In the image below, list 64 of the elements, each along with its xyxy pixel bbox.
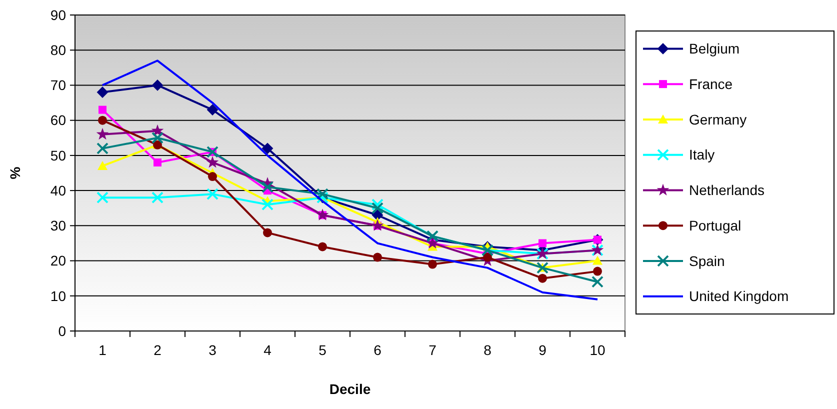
x-tick-label: 3 [208,342,217,358]
point [316,188,328,200]
legend-label: Spain [689,252,725,269]
y-tick-label: 80 [50,42,66,58]
point [96,142,108,154]
x-tick-label: 7 [428,342,437,358]
legend-label: Belgium [689,40,740,57]
y-tick-label: 0 [58,322,66,339]
legend-label: France [689,76,733,92]
y-tick-label: 60 [50,112,66,128]
point [98,116,107,125]
point [428,260,437,269]
point [372,198,384,211]
x-tick-label: 6 [374,342,382,358]
legend-label: Netherlands [689,182,764,198]
y-tick-label: 70 [50,77,66,94]
x-tick-label: 5 [318,342,327,358]
y-tick-label: 50 [50,147,66,164]
point [373,252,382,262]
point [206,188,218,200]
point [154,158,162,166]
legend-label: Italy [689,146,715,163]
point [206,156,219,168]
point [96,192,108,204]
line-series [102,60,598,300]
point [263,228,272,238]
point [483,252,492,262]
point [207,104,218,116]
point [262,181,274,194]
x-axis-title: Decile [329,381,371,397]
x-tick-label: 2 [154,342,162,358]
y-tick-label: 40 [50,182,66,198]
point [152,192,164,204]
y-tick-label: 30 [50,218,66,234]
point [96,128,109,140]
point [262,198,274,211]
point [538,239,546,248]
point [593,266,602,276]
point [98,160,108,170]
point [208,172,217,182]
point [97,86,108,98]
legend-label: Germany [689,111,747,128]
x-tick-label: 1 [98,342,107,358]
point [262,142,273,154]
point [372,202,384,214]
point [592,256,602,265]
x-tick-label: 10 [590,342,606,358]
legend-label: United Kingdom [689,288,789,304]
x-tick-label: 8 [484,342,492,358]
x-tick-label: 9 [538,342,547,358]
point [152,80,163,91]
y-tick-label: 10 [50,288,66,304]
y-tick-label: 20 [50,252,66,269]
point [371,219,384,231]
point [316,208,329,220]
y-tick-label: 90 [50,6,66,23]
point [318,242,327,252]
point [538,274,547,283]
point [152,132,164,144]
y-axis-title: % [7,166,23,180]
point [98,106,106,114]
legend-label: Portugal [689,217,742,234]
point [592,276,604,288]
x-tick-label: 4 [264,342,272,358]
